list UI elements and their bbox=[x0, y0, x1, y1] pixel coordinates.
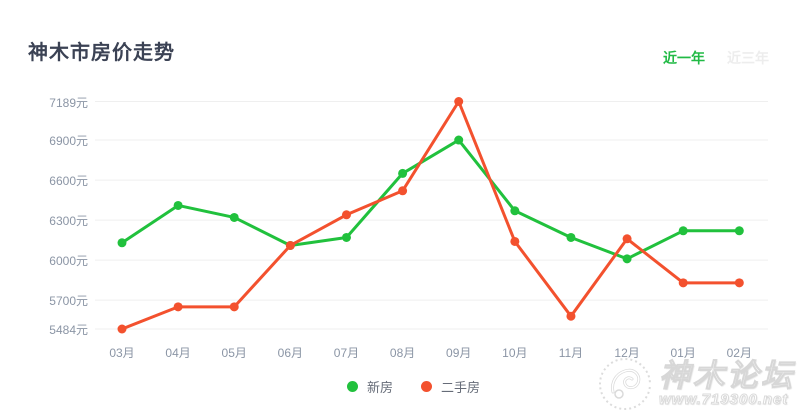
data-point-二手房-03月 bbox=[117, 324, 127, 334]
data-point-新房-11月 bbox=[566, 232, 576, 242]
data-point-二手房-11月 bbox=[566, 311, 576, 321]
x-axis-tick-label: 09月 bbox=[446, 346, 472, 360]
y-axis-tick-label: 6900元 bbox=[49, 134, 88, 149]
data-point-二手房-12月 bbox=[622, 234, 632, 244]
data-point-新房-01月 bbox=[678, 226, 688, 236]
legend-dot-icon bbox=[346, 381, 358, 392]
data-point-新房-02月 bbox=[734, 226, 744, 236]
data-point-二手房-01月 bbox=[678, 278, 688, 288]
data-point-新房-09月 bbox=[454, 135, 464, 145]
x-axis-tick-label: 07月 bbox=[333, 346, 360, 360]
data-point-二手房-08月 bbox=[398, 186, 408, 196]
x-axis-tick-label: 05月 bbox=[221, 346, 247, 360]
data-point-新房-12月 bbox=[622, 254, 632, 264]
x-axis-tick-label: 11月 bbox=[558, 346, 584, 360]
data-point-二手房-06月 bbox=[285, 240, 295, 250]
tab-recent-year[interactable]: 近一年 bbox=[663, 50, 705, 66]
legend-label: 二手房 bbox=[441, 380, 481, 395]
data-point-新房-07月 bbox=[341, 232, 351, 242]
x-axis-tick-label: 03月 bbox=[109, 346, 135, 360]
y-axis-tick-label: 5700元 bbox=[49, 294, 88, 309]
y-axis-tick-label: 5484元 bbox=[49, 323, 88, 337]
data-point-新房-04月 bbox=[173, 200, 183, 210]
x-axis-tick-label: 01月 bbox=[670, 346, 696, 360]
x-axis-tick-label: 04月 bbox=[165, 346, 191, 360]
series-line-新房 bbox=[120, 138, 741, 261]
data-point-二手房-07月 bbox=[341, 210, 351, 220]
x-axis-tick-label: 10月 bbox=[502, 346, 528, 360]
y-axis-tick-label: 6300元 bbox=[49, 214, 88, 229]
data-point-新房-08月 bbox=[398, 168, 408, 178]
legend-dot-icon bbox=[421, 381, 432, 392]
legend-item-新房[interactable]: 新房 bbox=[346, 377, 393, 396]
legend-item-二手房[interactable]: 二手房 bbox=[421, 377, 480, 396]
x-axis-tick-label: 08月 bbox=[389, 346, 416, 360]
data-point-新房-05月 bbox=[229, 212, 239, 222]
data-point-二手房-02月 bbox=[734, 278, 744, 288]
data-point-新房-10月 bbox=[510, 206, 520, 216]
page-title: 神木市房价走势 bbox=[28, 42, 175, 64]
x-axis-tick-label: 12月 bbox=[614, 346, 640, 360]
data-point-二手房-09月 bbox=[454, 97, 464, 106]
series-line-二手房 bbox=[120, 100, 741, 331]
y-axis-tick-label: 6600元 bbox=[49, 174, 88, 189]
legend-label: 新房 bbox=[366, 380, 393, 395]
data-point-新房-03月 bbox=[117, 238, 127, 248]
tab-recent-three-years[interactable]: 近三年 bbox=[727, 50, 769, 66]
chart-legend: 新房 二手房 bbox=[0, 377, 799, 396]
data-point-二手房-05月 bbox=[229, 302, 239, 312]
x-axis-tick-label: 02月 bbox=[726, 346, 752, 360]
data-point-二手房-10月 bbox=[510, 236, 520, 246]
y-axis-tick-label: 7189元 bbox=[49, 95, 88, 110]
x-axis-tick-label: 06月 bbox=[277, 346, 304, 360]
y-axis-tick-label: 6000元 bbox=[49, 254, 88, 269]
data-point-二手房-04月 bbox=[173, 302, 183, 312]
